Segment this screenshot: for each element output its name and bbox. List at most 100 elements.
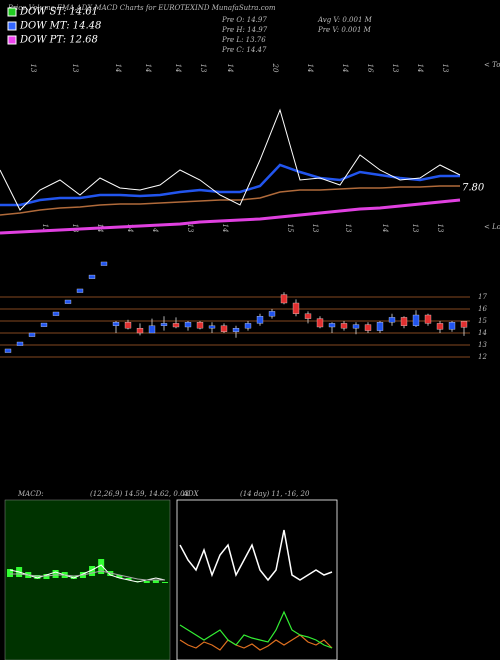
candle-body <box>316 318 324 328</box>
legend-label: DOW PT: 12.68 <box>19 35 98 46</box>
candle-body <box>208 325 216 329</box>
candle-body <box>280 294 288 304</box>
date-label: 14 <box>381 224 389 233</box>
candle-body <box>4 348 12 353</box>
annotation: 7.80 <box>462 183 485 194</box>
candle-body <box>388 317 396 323</box>
date-label: 13 <box>41 224 49 233</box>
info-label: Pre V: 0.001 M <box>317 26 372 34</box>
price-line <box>0 163 460 207</box>
candle-body <box>76 288 84 293</box>
candle-body <box>136 328 144 334</box>
candle-body <box>268 311 276 317</box>
candle-body <box>448 322 456 330</box>
price-line <box>0 108 461 211</box>
candle-body <box>436 323 444 330</box>
candle-body <box>232 328 240 332</box>
date-label: 13 <box>441 64 449 73</box>
candle-body <box>220 325 228 332</box>
date-label: 14 <box>416 64 424 73</box>
date-label: 14 <box>341 64 349 73</box>
adx-line <box>179 634 333 651</box>
candle-body <box>100 261 108 266</box>
candle-body <box>304 313 312 319</box>
candle-body <box>340 323 348 329</box>
legend-label: DOW MT: 14.48 <box>19 21 101 32</box>
candle-body <box>28 332 36 337</box>
macd-line <box>10 570 165 581</box>
info-label: Pre L: 13.76 <box>221 36 266 44</box>
date-label: 15 <box>286 224 294 233</box>
date-label: 13 <box>186 224 194 233</box>
candle-body <box>184 322 192 328</box>
info-label: Pre O: 14.97 <box>221 16 267 24</box>
candle-body <box>364 324 372 331</box>
candle-body <box>64 299 72 304</box>
candle-body <box>292 302 300 314</box>
date-label: 13 <box>391 64 399 73</box>
macd-bar <box>52 570 59 578</box>
candle-body <box>412 314 420 326</box>
date-label: 13 <box>29 64 37 73</box>
candle-body <box>124 322 132 329</box>
date-label: 14 <box>174 64 182 73</box>
info-label: Pre C: 14.47 <box>221 46 267 54</box>
candle-body <box>256 316 264 324</box>
candle-body <box>328 323 336 328</box>
candle-body <box>16 341 24 346</box>
candle-body <box>376 322 384 331</box>
date-label: 14 <box>221 224 229 233</box>
macd-bar <box>143 581 150 583</box>
legend-label: DOW ST: 14.61 <box>19 7 98 18</box>
candle-body <box>196 322 204 329</box>
y-tick-label: 16 <box>478 305 487 313</box>
macd-bar <box>98 559 105 574</box>
title: Price,Volume,EMA,ADX,MACD Charts for EUR… <box>7 4 276 12</box>
date-label: 13 <box>199 64 207 73</box>
date-label: 13 <box>311 224 319 233</box>
candle-body <box>40 322 48 327</box>
candle-body <box>172 323 180 328</box>
date-label: 14 <box>151 224 159 233</box>
annotation: < Lows <box>484 223 500 231</box>
candle-body <box>244 323 252 329</box>
candle-body <box>88 274 96 279</box>
legend-swatch <box>7 21 17 31</box>
date-label: 14 <box>144 64 152 73</box>
macd-bar <box>162 582 168 583</box>
adx-line <box>179 529 333 582</box>
date-label: 13 <box>344 224 352 233</box>
y-tick-label: 12 <box>478 353 487 361</box>
macd-bar <box>7 569 13 577</box>
macd-line <box>9 564 166 583</box>
date-label: 13 <box>71 64 79 73</box>
macd-bar <box>89 566 96 576</box>
date-label: 14 <box>306 64 314 73</box>
panel-params: (14 day) 11, -16, 20 <box>240 490 310 498</box>
candle-body <box>148 325 156 334</box>
info-label: Avg V: 0.001 M <box>317 16 373 24</box>
date-label: 20 <box>271 63 279 73</box>
y-tick-label: 15 <box>478 317 487 325</box>
macd-bar <box>125 578 132 580</box>
info-label: Pre H: 14.97 <box>221 26 268 34</box>
price-line <box>0 198 461 235</box>
date-label: 14 <box>114 64 122 73</box>
candle-body <box>400 317 408 326</box>
y-tick-label: 13 <box>478 341 487 349</box>
adx-line <box>179 610 333 649</box>
adx-panel <box>176 499 338 660</box>
y-tick-label: 14 <box>478 329 487 337</box>
legend-swatch <box>7 35 17 45</box>
y-tick-label: 17 <box>478 293 487 301</box>
annotation: < Tops <box>484 61 500 69</box>
macd-bar <box>152 580 159 583</box>
candle-body <box>112 322 120 326</box>
panel-label: MACD: <box>17 490 44 498</box>
candle-body <box>460 321 468 328</box>
panel-params: (12,26,9) 14.59, 14.62, 0.03 <box>90 490 190 498</box>
panel-label: ADX <box>182 490 200 498</box>
date-label: 13 <box>411 224 419 233</box>
candle-body <box>424 314 432 324</box>
